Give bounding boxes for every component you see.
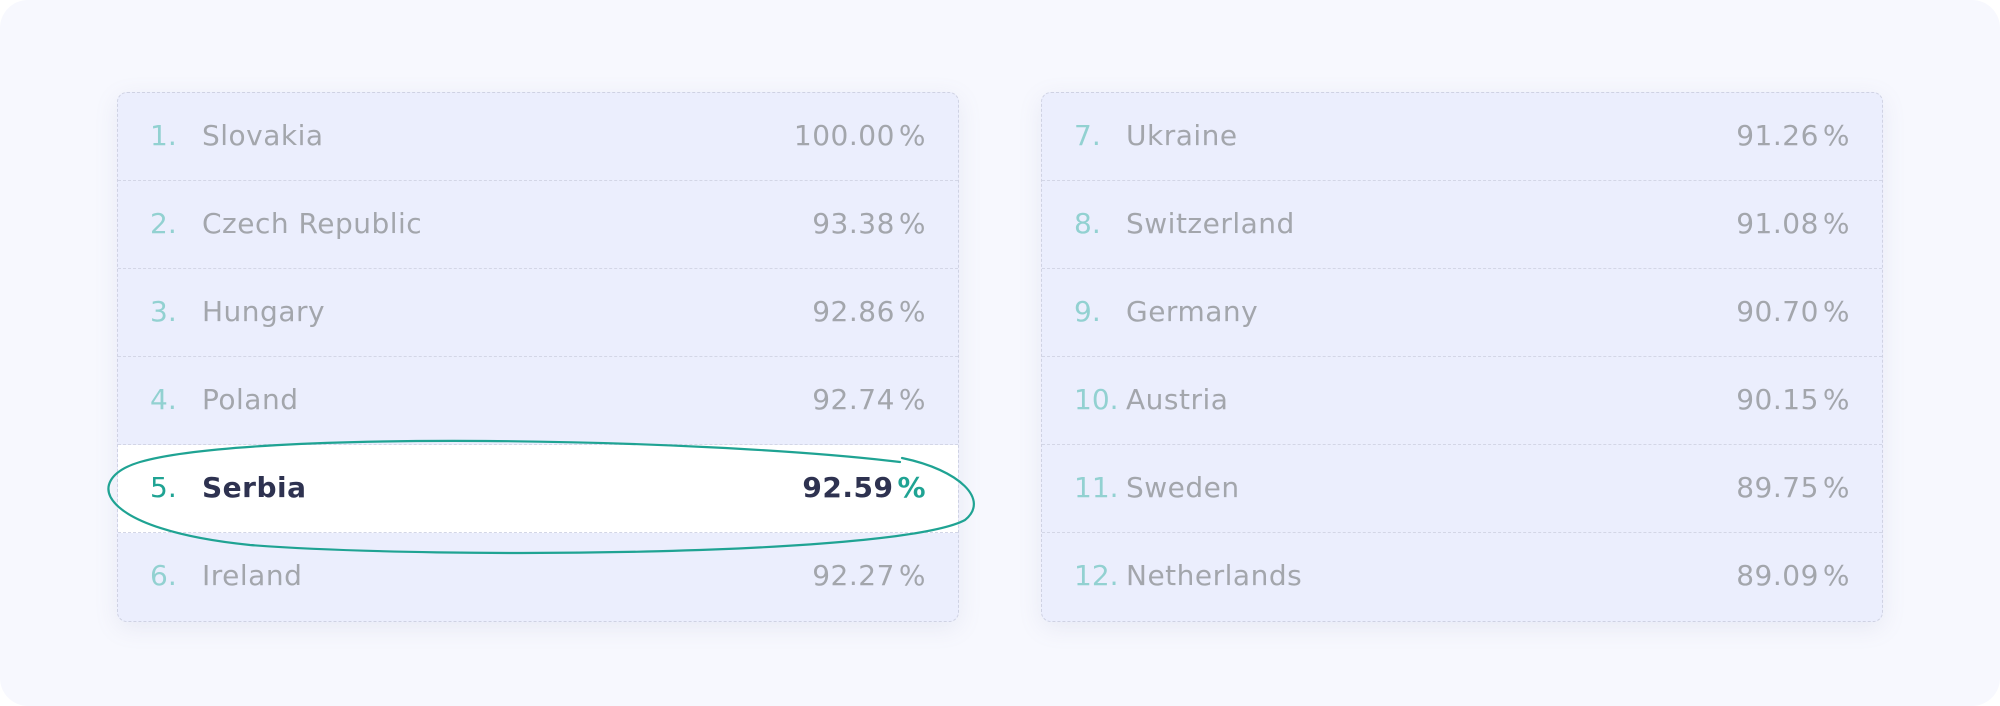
table-row: 2. Czech Republic 93.38% bbox=[118, 181, 958, 269]
percent-sign: % bbox=[1822, 559, 1850, 592]
percent-sign: % bbox=[898, 559, 926, 592]
percentage-value: 92.86% bbox=[812, 295, 926, 328]
country-name: Ireland bbox=[202, 559, 303, 592]
table-row: 12. Netherlands 89.09% bbox=[1042, 533, 1882, 621]
table-row: 10. Austria 90.15% bbox=[1042, 357, 1882, 445]
rank-number: 3. bbox=[150, 295, 177, 328]
value-number: 92.59 bbox=[802, 471, 894, 504]
percent-sign: % bbox=[1822, 383, 1850, 416]
country-name: Netherlands bbox=[1126, 559, 1303, 592]
percentage-value: 93.38% bbox=[812, 207, 926, 240]
rank-number: 12. bbox=[1074, 559, 1119, 592]
country-name: Sweden bbox=[1126, 471, 1240, 504]
table-row: 9. Germany 90.70% bbox=[1042, 269, 1882, 357]
rank-number: 4. bbox=[150, 383, 177, 416]
value-number: 93.38 bbox=[812, 207, 895, 240]
percent-sign: % bbox=[898, 295, 926, 328]
table-row: 6. Ireland 92.27% bbox=[118, 533, 958, 621]
value-number: 92.74 bbox=[812, 383, 895, 416]
table-row: 3. Hungary 92.86% bbox=[118, 269, 958, 357]
country-name: Slovakia bbox=[202, 119, 324, 152]
country-name: Germany bbox=[1126, 295, 1259, 328]
value-number: 91.26 bbox=[1736, 119, 1819, 152]
percent-sign: % bbox=[1822, 471, 1850, 504]
ranking-table-right: 7. Ukraine 91.26% 8. Switzerland 91.08% 9.… bbox=[1041, 92, 1883, 622]
percentage-value: 89.75% bbox=[1736, 471, 1850, 504]
value-number: 89.75 bbox=[1736, 471, 1819, 504]
value-number: 90.70 bbox=[1736, 295, 1819, 328]
percentage-value: 100.00% bbox=[794, 119, 926, 152]
percentage-value: 92.27% bbox=[812, 559, 926, 592]
value-number: 90.15 bbox=[1736, 383, 1819, 416]
rank-number: 11. bbox=[1074, 471, 1119, 504]
value-number: 92.27 bbox=[812, 559, 895, 592]
rank-number: 7. bbox=[1074, 119, 1101, 152]
country-name: Ukraine bbox=[1126, 119, 1238, 152]
percent-sign: % bbox=[898, 383, 926, 416]
rank-number: 2. bbox=[150, 207, 177, 240]
ranking-table-left: 1. Slovakia 100.00% 2. Czech Republic 93.… bbox=[117, 92, 959, 622]
rank-number: 8. bbox=[1074, 207, 1101, 240]
percentage-value: 91.08% bbox=[1736, 207, 1850, 240]
country-name: Austria bbox=[1126, 383, 1229, 416]
percent-sign: % bbox=[897, 471, 926, 504]
table-row: 8. Switzerland 91.08% bbox=[1042, 181, 1882, 269]
value-number: 89.09 bbox=[1736, 559, 1819, 592]
rank-number: 6. bbox=[150, 559, 177, 592]
rank-number: 9. bbox=[1074, 295, 1101, 328]
country-name: Switzerland bbox=[1126, 207, 1295, 240]
percentage-value: 90.15% bbox=[1736, 383, 1850, 416]
percentage-value: 92.74% bbox=[812, 383, 926, 416]
value-number: 91.08 bbox=[1736, 207, 1819, 240]
percent-sign: % bbox=[898, 207, 926, 240]
table-row: 11. Sweden 89.75% bbox=[1042, 445, 1882, 533]
percentage-value: 91.26% bbox=[1736, 119, 1850, 152]
percentage-value: 90.70% bbox=[1736, 295, 1850, 328]
percentage-value: 89.09% bbox=[1736, 559, 1850, 592]
table-row: 5. Serbia 92.59% bbox=[118, 445, 958, 533]
percent-sign: % bbox=[1822, 119, 1850, 152]
country-name: Czech Republic bbox=[202, 207, 423, 240]
percent-sign: % bbox=[1822, 295, 1850, 328]
table-row: 4. Poland 92.74% bbox=[118, 357, 958, 445]
country-name: Hungary bbox=[202, 295, 326, 328]
table-row: 7. Ukraine 91.26% bbox=[1042, 93, 1882, 181]
country-name: Poland bbox=[202, 383, 299, 416]
percent-sign: % bbox=[1822, 207, 1850, 240]
value-number: 100.00 bbox=[793, 119, 895, 152]
rank-number: 5. bbox=[150, 471, 177, 504]
country-name: Serbia bbox=[202, 471, 307, 504]
value-number: 92.86 bbox=[812, 295, 895, 328]
table-row: 1. Slovakia 100.00% bbox=[118, 93, 958, 181]
rank-number: 1. bbox=[150, 119, 177, 152]
percent-sign: % bbox=[898, 119, 926, 152]
rank-number: 10. bbox=[1074, 383, 1119, 416]
percentage-value: 92.59% bbox=[802, 471, 926, 504]
